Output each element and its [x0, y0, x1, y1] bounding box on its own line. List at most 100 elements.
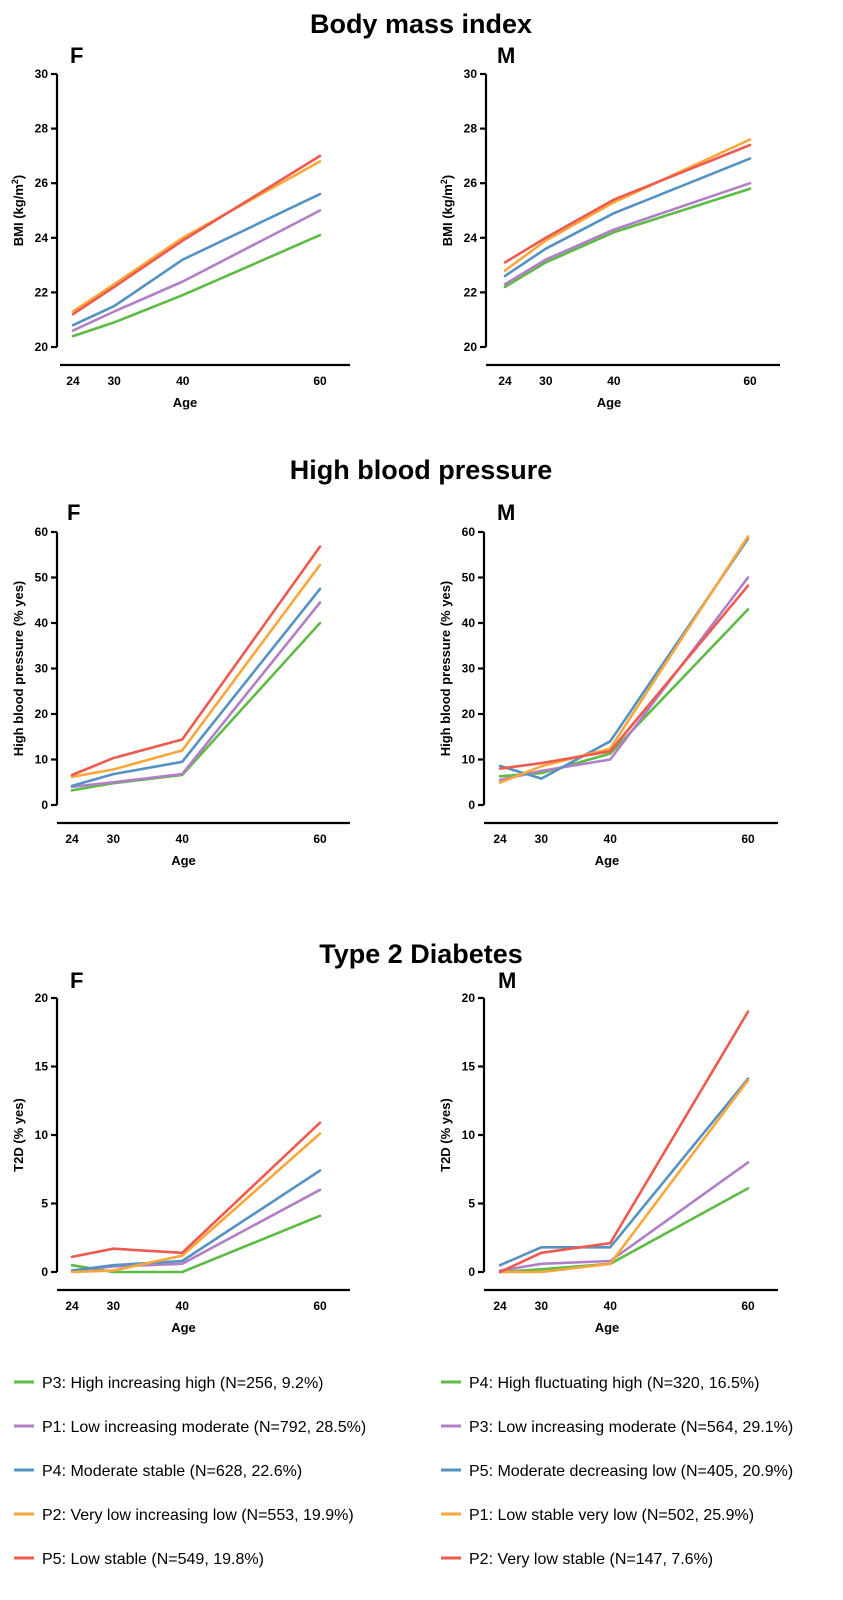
y-tick-label: 30: [464, 67, 478, 81]
x-tick-label: 60: [313, 374, 327, 388]
series-line-purple: [503, 181, 752, 286]
panel-label: F: [70, 968, 83, 993]
y-tick-label: 0: [468, 798, 475, 812]
y-tick-label: 15: [35, 1060, 49, 1074]
legend-label: P2: Very low increasing low (N=553, 19.9…: [42, 1507, 354, 1524]
y-tick-label: 30: [35, 662, 49, 676]
y-tick-label: 50: [462, 571, 476, 585]
legend-label: P2: Very low stable (N=147, 7.6%): [469, 1551, 713, 1568]
y-tick-label: 40: [462, 616, 476, 630]
x-tick-label: 30: [107, 1299, 121, 1313]
y-tick-label: 0: [41, 798, 48, 812]
x-tick-label: 24: [493, 1299, 507, 1313]
series-line-green: [498, 608, 750, 778]
y-tick-label: 26: [464, 176, 478, 190]
chart-panel-3: F 0 10 20 30 40 50 60 24 30 40 60 Age High blood pres…: [11, 500, 350, 868]
series-line-red: [503, 143, 752, 264]
y-tick-label: 20: [464, 340, 478, 354]
series-line-blue: [498, 537, 750, 780]
series-line-red: [70, 1121, 322, 1259]
x-tick-label: 24: [65, 1299, 79, 1313]
x-tick-label: 60: [743, 374, 757, 388]
series-line-blue: [503, 157, 752, 278]
legend-label: P3: High increasing high (N=256, 9.2%): [42, 1375, 324, 1392]
x-axis-label: Age: [173, 395, 198, 410]
y-axis-label: High blood pressure (% yes): [11, 581, 26, 757]
y-axis-label: BMI (kg/m2): [439, 175, 455, 246]
y-tick-label: 5: [468, 1197, 475, 1211]
y-tick-label: 10: [462, 753, 476, 767]
series-line-orange: [498, 1078, 750, 1274]
series-line-red: [498, 584, 750, 770]
x-tick-label: 24: [498, 374, 512, 388]
series-line-purple: [498, 576, 750, 782]
legend-label: P4: High fluctuating high (N=320, 16.5%): [469, 1375, 759, 1392]
x-tick-label: 30: [535, 1299, 549, 1313]
section-title-t2d: Type 2 Diabetes: [319, 939, 523, 969]
chart-panel-6: M 0 5 10 15 20 24 30 40 60 Age T2D (% yes): [438, 968, 778, 1335]
legend-label: P1: Low stable very low (N=502, 25.9%): [469, 1507, 754, 1524]
panel-label: M: [498, 968, 516, 993]
y-tick-label: 0: [468, 1265, 475, 1279]
x-tick-label: 24: [493, 832, 507, 846]
y-axis-label: High blood pressure (% yes): [438, 581, 453, 757]
panel-label: M: [497, 43, 515, 68]
y-axis-label: BMI (kg/m2): [10, 175, 26, 246]
y-tick-label: 10: [462, 1128, 476, 1142]
x-tick-label: 30: [107, 832, 121, 846]
series-line-red: [70, 545, 322, 777]
legend-item-left: P1: Low increasing moderate (N=792, 28.5…: [14, 1419, 366, 1436]
series-line-green: [71, 233, 322, 338]
x-tick-label: 60: [313, 832, 327, 846]
series-line-purple: [498, 1161, 750, 1272]
y-axis-label: T2D (% yes): [438, 1098, 453, 1172]
y-tick-label: 22: [464, 285, 478, 299]
panel-label: F: [67, 500, 80, 525]
y-tick-label: 40: [35, 616, 49, 630]
y-tick-label: 60: [462, 525, 476, 539]
y-tick-label: 50: [35, 571, 49, 585]
panel-label: F: [70, 43, 83, 68]
x-axis-label: Age: [171, 853, 196, 868]
x-tick-label: 24: [65, 832, 79, 846]
series-line-blue: [498, 1077, 750, 1267]
series-line-purple: [70, 601, 322, 789]
x-tick-label: 60: [313, 1299, 327, 1313]
panel-label: M: [497, 500, 515, 525]
legend-label: P4: Moderate stable (N=628, 22.6%): [42, 1463, 302, 1480]
legend-item-left: P2: Very low increasing low (N=553, 19.9…: [14, 1507, 354, 1524]
y-axis-label: T2D (% yes): [11, 1098, 26, 1172]
legend-label: P3: Low increasing moderate (N=564, 29.1…: [469, 1419, 793, 1436]
chart-panel-5: F 0 5 10 15 20 24 30 40 60 Age T2D (% yes): [11, 968, 350, 1335]
section-title-bp: High blood pressure: [290, 455, 553, 485]
legend-label: P1: Low increasing moderate (N=792, 28.5…: [42, 1419, 366, 1436]
y-tick-label: 20: [35, 991, 49, 1005]
x-tick-label: 30: [535, 832, 549, 846]
x-tick-label: 60: [741, 832, 755, 846]
x-tick-label: 40: [176, 374, 190, 388]
y-tick-label: 5: [41, 1197, 48, 1211]
x-tick-label: 40: [604, 832, 618, 846]
series-line-green: [498, 1187, 750, 1274]
x-tick-label: 24: [66, 374, 80, 388]
series-line-orange: [70, 1132, 322, 1274]
series-line-blue: [71, 192, 322, 327]
y-tick-label: 60: [35, 525, 49, 539]
y-tick-label: 30: [35, 67, 49, 81]
chart-panel-4: M 0 10 20 30 40 50 60 24 30 40 60 Age High blood pres…: [438, 500, 778, 868]
series-line-orange: [498, 535, 750, 785]
series-line-orange: [70, 563, 322, 779]
series-line-blue: [70, 587, 322, 788]
x-tick-label: 30: [107, 374, 121, 388]
x-tick-label: 30: [539, 374, 553, 388]
y-tick-label: 24: [464, 231, 478, 245]
x-axis-label: Age: [171, 1320, 196, 1335]
section-title-bmi: Body mass index: [310, 9, 532, 39]
y-tick-label: 15: [462, 1060, 476, 1074]
legend-item-left: P3: High increasing high (N=256, 9.2%): [14, 1375, 324, 1392]
x-tick-label: 40: [607, 374, 621, 388]
y-tick-label: 10: [35, 1128, 49, 1142]
x-axis-label: Age: [595, 853, 620, 868]
x-tick-label: 40: [176, 1299, 190, 1313]
